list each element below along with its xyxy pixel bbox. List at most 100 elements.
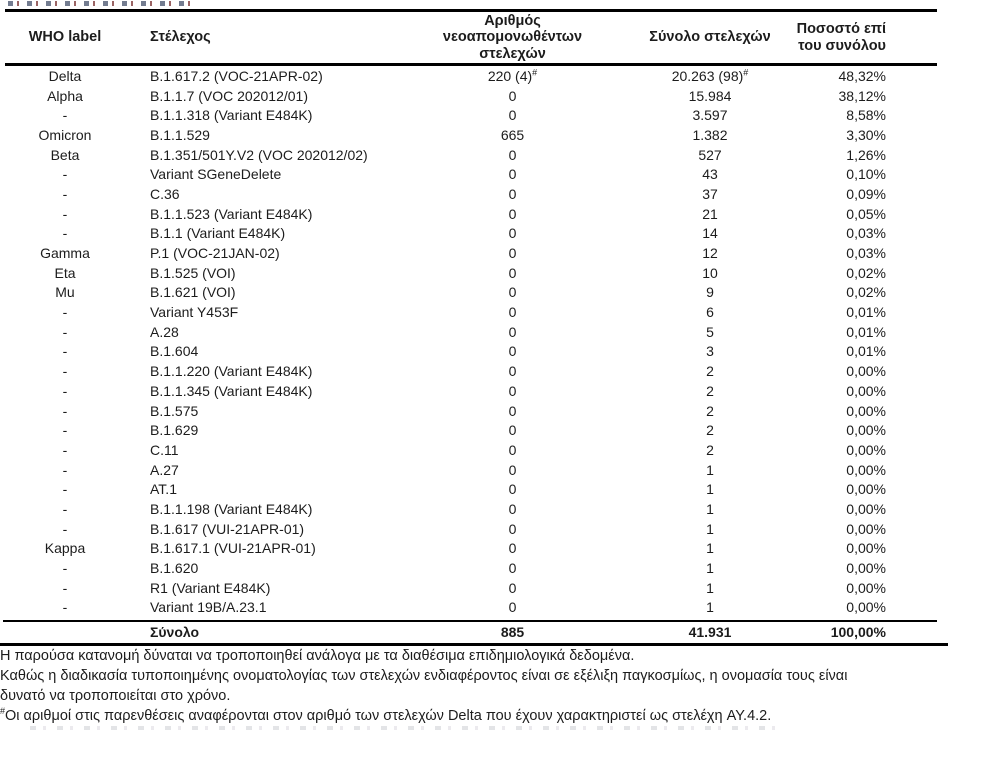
cell-who-label: - — [62, 579, 68, 596]
cell-new-isolates: 0 — [508, 500, 517, 517]
table-header-row: WHO label Στέλεχος Αριθμός νεοαπομονωθέν… — [5, 12, 937, 63]
cell-new-isolates: 0 — [508, 382, 517, 399]
cell-who-label: Mu — [55, 284, 75, 301]
cell-total-strains: 20.263 (98)# — [671, 67, 749, 84]
cell-strain: B.1.617.2 (VOC-21APR-02) — [150, 67, 323, 84]
table-row: - B.1.1.523 (Variant E484K) 0 21 0,05% — [5, 204, 937, 224]
cell-percentage: 0,01% — [846, 323, 886, 340]
cell-total-strains: 3 — [706, 343, 714, 360]
cell-new-isolates: 0 — [508, 520, 517, 537]
cell-percentage: 0,00% — [846, 422, 886, 439]
col-header-who-label: WHO label — [28, 29, 102, 46]
cell-percentage: 0,00% — [846, 500, 886, 517]
cell-total-strains: 12 — [702, 245, 718, 262]
cell-strain: Variant Y453F — [150, 304, 239, 321]
cell-total-strains: 1 — [706, 481, 714, 498]
total-percentage: 100,00% — [830, 624, 886, 640]
cell-total-strains: 527 — [698, 146, 722, 163]
cell-new-isolates: 0 — [508, 166, 517, 183]
cell-strain: Variant 19B/A.23.1 — [150, 599, 267, 616]
cell-total-strains: 1 — [706, 599, 714, 616]
col-header-total-strains: Σύνολο στελεχών — [649, 29, 771, 46]
cell-percentage: 0,00% — [846, 560, 886, 577]
cell-who-label: - — [62, 185, 68, 202]
col-header-strain: Στέλεχος — [150, 29, 211, 46]
cell-strain: B.1.1.7 (VOC 202012/01) — [150, 87, 308, 104]
cell-total-strains: 10 — [702, 264, 718, 281]
cell-strain: A.28 — [150, 323, 179, 340]
cell-who-label: - — [62, 205, 68, 222]
cell-new-isolates: 0 — [508, 599, 517, 616]
footnotes: Η παρούσα κατανομή δύναται να τροποποιηθ… — [0, 646, 996, 726]
cell-total-strains: 14 — [702, 225, 718, 242]
cell-new-isolates: 0 — [508, 441, 517, 458]
cell-who-label: Kappa — [44, 540, 86, 557]
cell-new-isolates: 665 — [500, 126, 525, 143]
cell-total-strains: 2 — [706, 382, 714, 399]
footnote-marker: # — [743, 67, 749, 78]
cell-percentage: 0,02% — [846, 284, 886, 301]
cell-total-strains: 43 — [702, 166, 718, 183]
footnote: Καθώς η διαδικασία τυποποιημένης ονοματο… — [0, 668, 848, 704]
cell-total-strains: 1 — [706, 461, 714, 478]
table-row: - B.1.1.220 (Variant E484K) 0 2 0,00% — [5, 361, 937, 381]
cell-strain: B.1.617 (VUI-21APR-01) — [150, 520, 305, 537]
cell-total-strains: 3.597 — [692, 107, 728, 124]
cell-who-label: - — [62, 107, 68, 124]
cell-strain: B.1.617.1 (VUI-21APR-01) — [150, 540, 316, 557]
cell-percentage: 0,00% — [846, 540, 886, 557]
cell-percentage: 38,12% — [838, 87, 886, 104]
cell-total-strains: 21 — [702, 205, 718, 222]
cell-percentage: 0,05% — [846, 205, 886, 222]
cell-new-isolates: 0 — [508, 304, 517, 321]
cell-strain: B.1.1.523 (Variant E484K) — [150, 205, 313, 222]
cell-total-strains: 6 — [706, 304, 714, 321]
cell-total-strains: 2 — [706, 402, 714, 419]
cell-strain: P.1 (VOC-21JAN-02) — [150, 245, 280, 262]
table-row: - C.11 0 2 0,00% — [5, 440, 937, 460]
clipped-text-fragment — [8, 1, 198, 6]
table-row: Omicron B.1.1.529 665 1.382 3,30% — [5, 125, 937, 145]
cell-who-label: - — [62, 500, 68, 517]
cell-total-strains: 2 — [706, 422, 714, 439]
cell-new-isolates: 0 — [508, 146, 517, 163]
cell-percentage: 48,32% — [838, 67, 886, 84]
table-row: - C.36 0 37 0,09% — [5, 184, 937, 204]
cell-percentage: 0,00% — [846, 520, 886, 537]
cell-who-label: - — [62, 166, 68, 183]
table-row: - B.1.1.198 (Variant E484K) 0 1 0,00% — [5, 499, 937, 519]
table-row: Alpha B.1.1.7 (VOC 202012/01) 0 15.984 38,12… — [5, 86, 937, 106]
table-row: - A.28 0 5 0,01% — [5, 322, 937, 342]
cell-who-label: - — [62, 599, 68, 616]
cell-who-label: - — [62, 560, 68, 577]
table-pretotal-rule — [3, 620, 937, 622]
cell-new-isolates: 0 — [508, 461, 517, 478]
cell-new-isolates: 220 (4)# — [487, 67, 538, 84]
cell-strain: B.1.1.318 (Variant E484K) — [150, 107, 313, 124]
cell-total-strains: 2 — [706, 363, 714, 380]
table-body: Delta B.1.617.2 (VOC-21APR-02) 220 (4)# 20.… — [5, 66, 937, 617]
cell-percentage: 3,30% — [846, 126, 886, 143]
cell-percentage: 0,03% — [846, 245, 886, 262]
cell-new-isolates: 0 — [508, 323, 517, 340]
cell-percentage: 1,26% — [846, 146, 886, 163]
cell-who-label: - — [62, 382, 68, 399]
cell-new-isolates: 0 — [508, 579, 517, 596]
cell-percentage: 0,00% — [846, 363, 886, 380]
cell-new-isolates: 0 — [508, 87, 517, 104]
cell-new-isolates: 0 — [508, 402, 517, 419]
cell-total-strains: 1 — [706, 560, 714, 577]
cell-who-label: - — [62, 343, 68, 360]
cell-percentage: 0,00% — [846, 579, 886, 596]
cell-total-strains: 1 — [706, 579, 714, 596]
cell-total-strains: 1 — [706, 520, 714, 537]
ghost-text-line — [30, 726, 780, 730]
col-header-new-isolates: Αριθμός νεοαπομονωθέντων στελεχών — [442, 12, 583, 62]
footnote: #Οι αριθμοί στις παρενθέσεις αναφέρονται… — [0, 706, 772, 724]
cell-total-strains: 1 — [706, 540, 714, 557]
cell-new-isolates: 0 — [508, 560, 517, 577]
cell-new-isolates: 0 — [508, 225, 517, 242]
cell-new-isolates: 0 — [508, 481, 517, 498]
table-row: - B.1.575 0 2 0,00% — [5, 401, 937, 421]
footnote-marker: # — [532, 67, 538, 78]
